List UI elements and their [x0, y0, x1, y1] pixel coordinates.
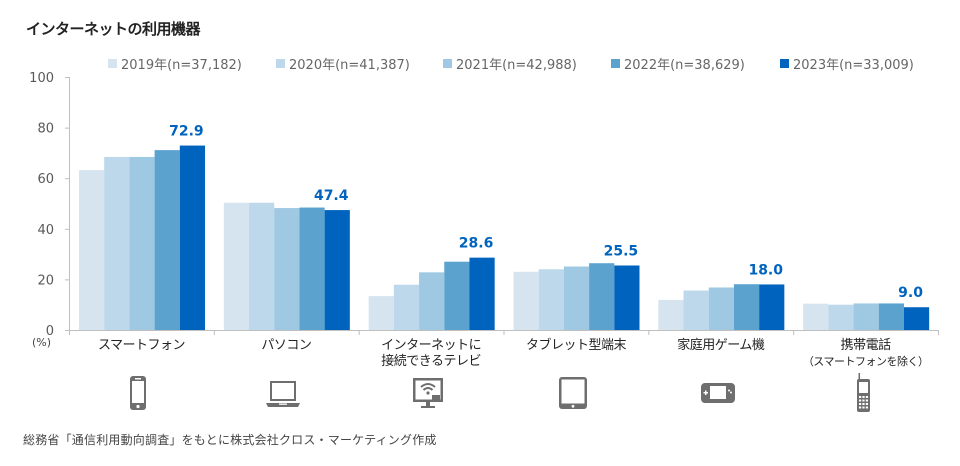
legend-label: 2019年(n=37,182) [121, 58, 242, 73]
legend-item: 2019年(n=37,182) [108, 54, 242, 73]
bar-2021-4 [708, 287, 734, 330]
y-tick-label: 100 [29, 71, 54, 86]
legend-label: 2021年(n=42,988) [456, 58, 577, 73]
legend-label: 2022年(n=38,629) [624, 58, 745, 73]
bar-2020-4 [683, 290, 709, 330]
bar-2020-3 [538, 269, 564, 330]
bar-2019-2 [368, 296, 394, 330]
y-tick-label: 40 [37, 223, 54, 238]
bar-2019-1 [223, 202, 250, 330]
y-tick-label: 0 [46, 324, 54, 339]
bar-2020-5 [828, 304, 854, 330]
data-label: 25.5 [604, 243, 639, 259]
laptop-icon [263, 373, 303, 413]
legend-label: 2020年(n=41,387) [289, 58, 410, 73]
category-label: 携帯電話 （スマートフォンを除く） [793, 338, 938, 370]
bar-2023-3 [614, 265, 640, 330]
bar-2022-1 [299, 207, 325, 330]
legend-swatch [611, 59, 620, 68]
bar-2021-5 [853, 303, 879, 330]
data-label: 28.6 [459, 236, 494, 252]
category-label: 家庭用ゲーム機 [648, 338, 793, 354]
bar-2022-2 [444, 261, 470, 330]
bar-2023-1 [324, 210, 350, 330]
feature-phone-icon [843, 373, 883, 413]
bar-2020-0 [104, 156, 130, 330]
bar-2019-0 [79, 170, 105, 330]
bar-2022-3 [589, 263, 615, 330]
legend-label: 2023年(n=33,009) [793, 58, 914, 73]
bar-2020-1 [249, 202, 275, 330]
category-label-text: 携帯電話 [840, 338, 892, 353]
y-tick-label: 80 [37, 122, 54, 137]
data-label: 47.4 [314, 188, 349, 204]
y-tick-label: 60 [37, 172, 54, 187]
smartphone-icon [118, 373, 158, 413]
chart-title: インターネットの利用機器 [26, 20, 201, 38]
bar-2021-2 [419, 272, 445, 330]
bar-2022-4 [733, 284, 760, 330]
category-label-text: タブレット型端末 [525, 338, 627, 353]
category-label-text-line2: 接続できるテレビ [381, 354, 482, 369]
legend: 2019年(n=37,182) 2020年(n=41,387) 2021年(n=42… [0, 54, 960, 73]
data-label: 9.0 [898, 285, 923, 301]
category-label-text: パソコン [261, 338, 312, 353]
legend-swatch [276, 59, 285, 68]
category-label-text: インターネットに [381, 338, 482, 353]
bar-2019-3 [513, 271, 539, 330]
bar-2021-0 [129, 156, 155, 330]
data-label: 72.9 [169, 124, 204, 140]
category-sublabel: （スマートフォンを除く） [802, 355, 929, 368]
bar-2019-4 [658, 299, 684, 330]
legend-swatch [443, 59, 452, 68]
tablet-icon [553, 373, 593, 413]
game-console-icon [698, 373, 738, 413]
bar-2021-1 [274, 208, 300, 330]
bar-2020-2 [393, 284, 420, 330]
data-label: 18.0 [748, 262, 783, 278]
bar-2021-3 [563, 266, 590, 330]
category-label: パソコン [214, 338, 359, 354]
bar-2022-0 [154, 150, 180, 330]
bar-2023-2 [469, 257, 495, 330]
bar-2023-5 [903, 307, 930, 330]
bar-2022-5 [878, 303, 904, 330]
category-label-text: 家庭用ゲーム機 [677, 338, 765, 353]
category-label: スマートフォン [69, 338, 214, 354]
bar-2023-4 [759, 284, 785, 330]
legend-item: 2023年(n=33,009) [780, 54, 914, 73]
category-label: インターネットに 接続できるテレビ [359, 338, 504, 370]
smart-tv-icon [408, 373, 448, 413]
bar-2023-0 [179, 145, 205, 330]
category-label: タブレット型端末 [504, 338, 649, 354]
y-axis-unit: (%) [32, 336, 52, 349]
legend-swatch [780, 59, 789, 68]
legend-item: 2020年(n=41,387) [276, 54, 410, 73]
legend-item: 2021年(n=42,988) [443, 54, 577, 73]
category-label-text: スマートフォン [97, 338, 186, 353]
legend-item: 2022年(n=38,629) [611, 54, 745, 73]
y-tick-label: 20 [37, 273, 54, 288]
bar-2019-5 [803, 303, 829, 330]
source-note: 総務省「通信利用動向調査」をもとに株式会社クロス・マーケティング作成 [23, 433, 437, 447]
legend-swatch [108, 59, 117, 68]
